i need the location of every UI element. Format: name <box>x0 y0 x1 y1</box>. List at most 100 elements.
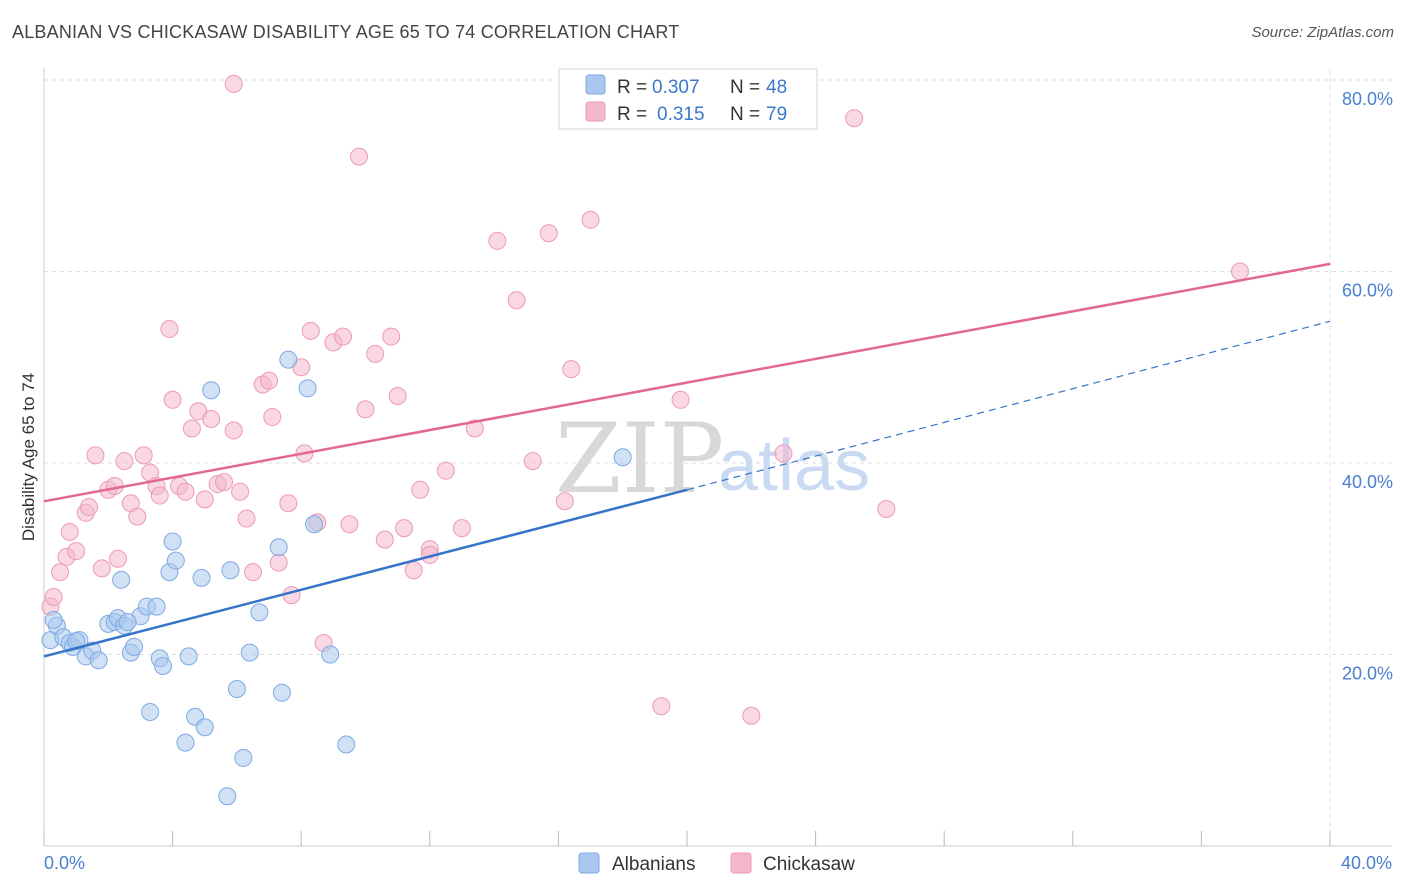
chickasaw-point-15 <box>128 507 147 526</box>
chickasaw-point-24 <box>182 419 201 438</box>
albanian-point-34 <box>234 748 253 767</box>
chickasaw-point-51 <box>375 530 394 549</box>
albanian-point-31 <box>218 787 237 806</box>
chickasaw-point-49 <box>356 400 375 419</box>
albanian-point-29 <box>195 718 214 737</box>
chickasaw-point-75 <box>1230 262 1249 281</box>
y-axis-label: Disability Age 65 to 74 <box>19 373 38 541</box>
albanian-point-32 <box>221 561 240 580</box>
chickasaw-point-46 <box>333 327 352 346</box>
chickasaw-point-12 <box>108 549 127 568</box>
legend-r-label-chickasaw: R = <box>617 104 647 125</box>
chickasaw-point-37 <box>269 553 288 572</box>
chickasaw-point-30 <box>224 421 243 440</box>
chickasaw-point-21 <box>163 390 182 409</box>
chickasaw-point-47 <box>340 515 359 534</box>
chickasaw-point-20 <box>160 319 179 338</box>
chickasaw-point-39 <box>282 586 301 605</box>
chickasaw-point-66 <box>555 492 574 511</box>
albanian-point-26 <box>179 647 198 666</box>
albanian-point-45 <box>44 611 63 630</box>
albanian-point-28 <box>192 568 211 587</box>
chickasaw-point-73 <box>845 109 864 128</box>
chickasaw-point-55 <box>404 561 423 580</box>
chickasaw-point-16 <box>134 446 153 465</box>
chickasaw-point-31 <box>231 482 250 501</box>
chickasaw-point-27 <box>202 409 221 428</box>
chickasaw-point-4 <box>60 522 79 541</box>
chickasaw-point-52 <box>382 327 401 346</box>
legend-swatch-chickasaw <box>585 101 606 122</box>
chickasaw-point-5 <box>67 542 86 561</box>
albanian-point-36 <box>250 603 269 622</box>
bottom-legend-label-albanians: Albanians <box>612 854 695 875</box>
x-axis-ticks <box>43 831 1331 846</box>
chickasaw-point-74 <box>877 499 896 518</box>
chickasaw-point-29 <box>215 473 234 492</box>
chickasaw-point-9 <box>92 559 111 578</box>
albanian-point-24 <box>166 551 185 570</box>
albanian-point-15 <box>125 637 144 656</box>
chickasaw-point-1 <box>44 588 63 607</box>
albanian-trend-extension <box>686 320 1331 491</box>
chickasaw-point-7 <box>80 498 99 517</box>
chickasaw-point-2 <box>51 563 70 582</box>
chickasaw-point-26 <box>195 490 214 509</box>
chickasaw-point-19 <box>150 486 169 505</box>
chickasaw-point-60 <box>465 419 484 438</box>
y-tick-label-0: 20.0% <box>1342 664 1393 684</box>
chickasaw-point-38 <box>279 494 298 513</box>
albanian-point-46 <box>67 632 86 651</box>
x-tick-label-min: 0.0% <box>44 853 85 873</box>
chickasaw-point-58 <box>436 461 455 480</box>
albanian-point-39 <box>279 350 298 369</box>
chickasaw-point-69 <box>671 390 690 409</box>
albanian-point-35 <box>240 643 259 662</box>
bottom-legend-swatch-albanians <box>578 852 600 874</box>
chart-source: Source: ZipAtlas.com <box>1251 24 1394 41</box>
chickasaw-point-54 <box>395 519 414 538</box>
bottom-legend-label-chickasaw: Chickasaw <box>763 854 855 875</box>
chickasaw-point-62 <box>507 291 526 310</box>
legend-n-value-albanians: 48 <box>766 77 787 98</box>
albanian-point-41 <box>305 515 324 534</box>
chickasaw-point-78 <box>652 697 671 716</box>
chickasaw-point-56 <box>411 480 430 499</box>
albanian-points <box>41 350 632 806</box>
chickasaw-point-53 <box>388 386 407 405</box>
legend-swatch-albanians <box>585 74 606 95</box>
chickasaw-point-67 <box>581 210 600 229</box>
gridlines <box>44 70 1392 846</box>
chickasaw-point-71 <box>742 706 761 725</box>
y-tick-label-3: 80.0% <box>1342 89 1393 109</box>
trend-lines <box>43 262 1331 658</box>
albanian-point-33 <box>227 679 246 698</box>
y-axis-tick-labels: 20.0% 40.0% 60.0% 80.0% <box>1342 89 1393 684</box>
albanian-point-47 <box>118 612 137 631</box>
legend-r-value-chickasaw: 0.315 <box>657 104 705 125</box>
chickasaw-point-50 <box>366 344 385 363</box>
chickasaw-point-64 <box>539 224 558 243</box>
chickasaw-point-72 <box>774 444 793 463</box>
watermark-atlas: atlas <box>718 426 870 506</box>
albanian-point-40 <box>298 379 317 398</box>
albanian-point-23 <box>163 532 182 551</box>
chickasaw-point-42 <box>301 321 320 340</box>
legend-n-label-chickasaw: N = <box>730 104 760 125</box>
chart-title: ALBANIAN VS CHICKASAW DISABILITY AGE 65 … <box>12 22 680 42</box>
x-tick-label-max: 40.0% <box>1341 853 1392 873</box>
y-tick-label-2: 60.0% <box>1342 281 1393 301</box>
chickasaw-point-48 <box>350 147 369 166</box>
albanian-point-19 <box>147 597 166 616</box>
top-legend: R = 0.307 N = 48 R = 0.315 N = 79 <box>558 68 818 130</box>
legend-r-label-albanians: R = <box>617 77 647 98</box>
albanian-point-42 <box>321 645 340 664</box>
chickasaw-point-63 <box>523 452 542 471</box>
chickasaw-point-61 <box>488 231 507 250</box>
albanian-point-30 <box>202 381 221 400</box>
legend-n-label-albanians: N = <box>730 77 760 98</box>
chickasaw-point-35 <box>260 371 279 390</box>
chickasaw-trend-line <box>43 262 1331 503</box>
chickasaw-point-59 <box>452 519 471 538</box>
